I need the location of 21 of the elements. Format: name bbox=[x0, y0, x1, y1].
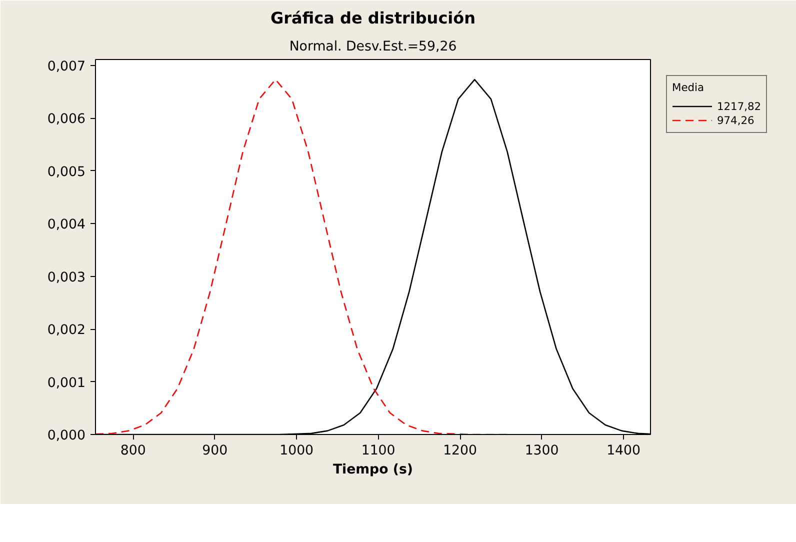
y-tick-label: 0,004 bbox=[47, 218, 86, 233]
x-tick-label: 900 bbox=[202, 444, 228, 458]
y-tick-label: 0,003 bbox=[47, 270, 86, 286]
x-tick-label: 1200 bbox=[443, 444, 478, 458]
x-axis-title: Tiempo (s) bbox=[332, 462, 414, 478]
y-tick-label: 0,001 bbox=[47, 376, 86, 391]
legend-label: 1217,82 bbox=[717, 99, 762, 113]
x-tick-label: 800 bbox=[120, 444, 146, 458]
x-tick-label: 1100 bbox=[361, 444, 396, 458]
legend-title: Media bbox=[672, 81, 706, 94]
legend-label: 974,26 bbox=[717, 113, 754, 127]
x-tick-label: 1000 bbox=[280, 444, 314, 458]
x-tick-label: 1300 bbox=[524, 444, 559, 458]
y-tick-label: 0,000 bbox=[47, 428, 86, 444]
y-tick-label: 0,002 bbox=[47, 323, 86, 338]
y-tick-label: 0,007 bbox=[47, 59, 86, 74]
chart-title: Gráfica de distribución bbox=[270, 8, 476, 28]
chart-subtitle: Normal. Desv.Est.=59,26 bbox=[289, 40, 457, 54]
y-tick-label: 0,006 bbox=[47, 112, 86, 128]
x-tick-label: 1400 bbox=[606, 444, 640, 458]
y-tick-label: 0,005 bbox=[47, 164, 86, 180]
